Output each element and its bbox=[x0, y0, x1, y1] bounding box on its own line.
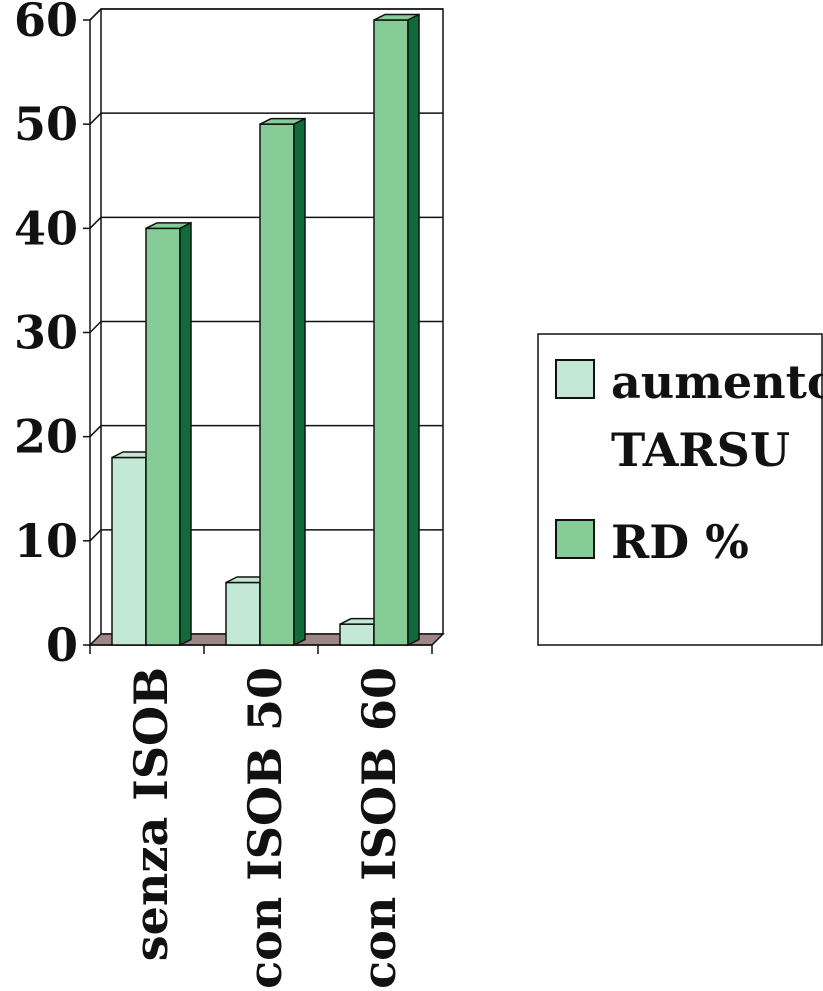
bar-front bbox=[373, 19, 409, 646]
y-tick-label: 10 bbox=[14, 514, 78, 568]
gridline-side bbox=[89, 529, 102, 542]
bar-front bbox=[339, 623, 375, 646]
gridline-side bbox=[89, 112, 102, 125]
bar bbox=[373, 13, 420, 647]
y-tick-label: 20 bbox=[14, 410, 78, 464]
plot-area bbox=[83, 8, 445, 654]
x-category-label: con ISOB 50 bbox=[238, 667, 292, 989]
x-category-label: senza ISOB bbox=[124, 667, 178, 961]
y-tick-label: 60 bbox=[14, 0, 78, 47]
bar bbox=[145, 221, 192, 647]
bar-front bbox=[225, 581, 261, 646]
bar-front bbox=[259, 123, 295, 646]
y-axis-ticks: 0 10 20 30 40 50 60 bbox=[14, 0, 78, 672]
legend-swatch bbox=[555, 359, 595, 399]
y-tick-label: 40 bbox=[14, 201, 78, 255]
gridline-side bbox=[89, 425, 102, 438]
bar-front bbox=[111, 456, 147, 646]
bar-side bbox=[407, 13, 420, 647]
legend-label: RD % bbox=[611, 515, 749, 569]
bar-front bbox=[145, 227, 181, 646]
legend-label: aumento bbox=[611, 355, 823, 409]
gridline-side bbox=[89, 216, 102, 229]
y-tick-label: 30 bbox=[14, 306, 78, 360]
legend-label: TARSU bbox=[611, 423, 790, 477]
y-axis-top bbox=[89, 8, 102, 21]
y-tick-label: 0 bbox=[46, 618, 78, 672]
bar-side bbox=[179, 221, 192, 647]
legend: aumento TARSU RD % bbox=[537, 333, 823, 646]
gridline-side bbox=[89, 320, 102, 334]
bar-side bbox=[293, 117, 306, 647]
bar bbox=[259, 117, 306, 647]
x-axis-categories: senza ISOB con ISOB 50 con ISOB 60 bbox=[124, 667, 406, 989]
y-tick-label: 50 bbox=[14, 97, 78, 151]
legend-swatch bbox=[555, 519, 595, 559]
x-category-label: con ISOB 60 bbox=[352, 667, 406, 989]
